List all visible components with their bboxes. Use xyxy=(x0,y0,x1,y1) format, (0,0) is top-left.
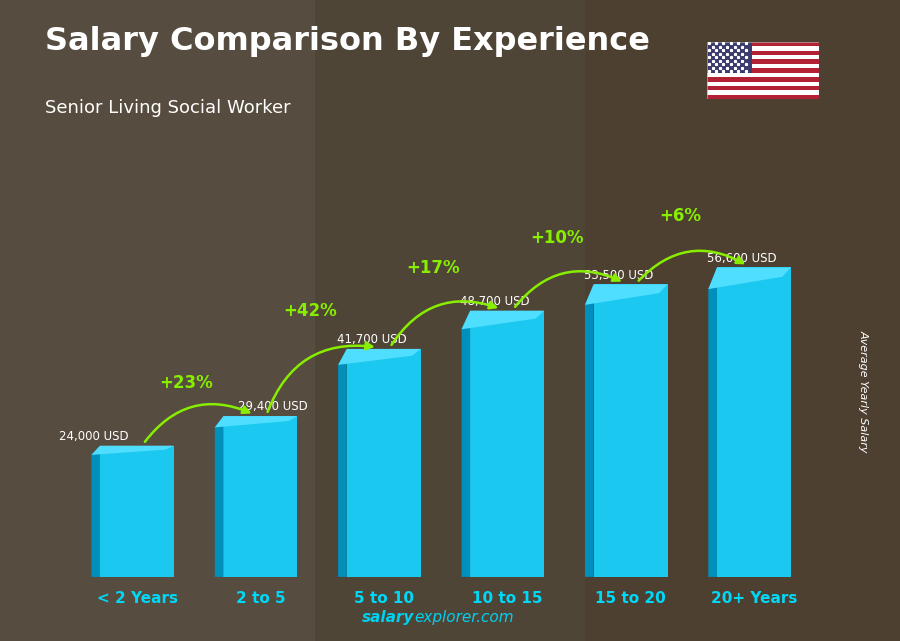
Polygon shape xyxy=(462,311,470,577)
Text: 24,000 USD: 24,000 USD xyxy=(59,430,129,443)
Bar xyxy=(706,77,819,81)
Text: 56,600 USD: 56,600 USD xyxy=(706,252,777,265)
Bar xyxy=(706,81,819,86)
Polygon shape xyxy=(708,267,791,289)
Bar xyxy=(706,72,819,77)
Polygon shape xyxy=(585,285,594,577)
Text: +42%: +42% xyxy=(283,302,337,320)
Text: 53,500 USD: 53,500 USD xyxy=(583,269,652,281)
Text: 41,700 USD: 41,700 USD xyxy=(337,333,406,346)
Text: explorer.com: explorer.com xyxy=(414,610,514,625)
Text: +10%: +10% xyxy=(530,229,583,247)
Bar xyxy=(706,95,819,99)
Polygon shape xyxy=(462,311,544,329)
Bar xyxy=(706,64,819,69)
Bar xyxy=(0,0,315,641)
Text: +23%: +23% xyxy=(159,374,213,392)
Polygon shape xyxy=(92,445,174,455)
Bar xyxy=(100,445,174,577)
Polygon shape xyxy=(92,445,100,577)
Bar xyxy=(706,86,819,90)
Bar xyxy=(346,349,421,577)
Polygon shape xyxy=(338,349,346,577)
Bar xyxy=(706,51,819,55)
Text: 29,400 USD: 29,400 USD xyxy=(238,401,308,413)
Bar xyxy=(223,416,297,577)
Bar xyxy=(717,267,791,577)
Bar xyxy=(706,69,819,72)
Bar xyxy=(706,46,819,51)
Text: Average Yearly Salary: Average Yearly Salary xyxy=(859,329,868,453)
Text: Salary Comparison By Experience: Salary Comparison By Experience xyxy=(45,26,650,56)
Polygon shape xyxy=(585,285,668,305)
Text: salary: salary xyxy=(362,610,414,625)
Text: +17%: +17% xyxy=(406,260,460,278)
Bar xyxy=(585,0,900,641)
Text: Senior Living Social Worker: Senior Living Social Worker xyxy=(45,99,291,117)
Bar xyxy=(594,285,668,577)
Polygon shape xyxy=(215,416,223,577)
Polygon shape xyxy=(215,416,297,428)
Bar xyxy=(706,42,819,46)
Bar xyxy=(706,60,819,64)
Text: 48,700 USD: 48,700 USD xyxy=(460,295,530,308)
Polygon shape xyxy=(708,267,717,577)
Bar xyxy=(706,90,819,95)
Bar xyxy=(706,42,752,72)
Text: +6%: +6% xyxy=(659,207,701,226)
Bar xyxy=(470,311,544,577)
Polygon shape xyxy=(338,349,421,365)
Bar xyxy=(706,55,819,60)
